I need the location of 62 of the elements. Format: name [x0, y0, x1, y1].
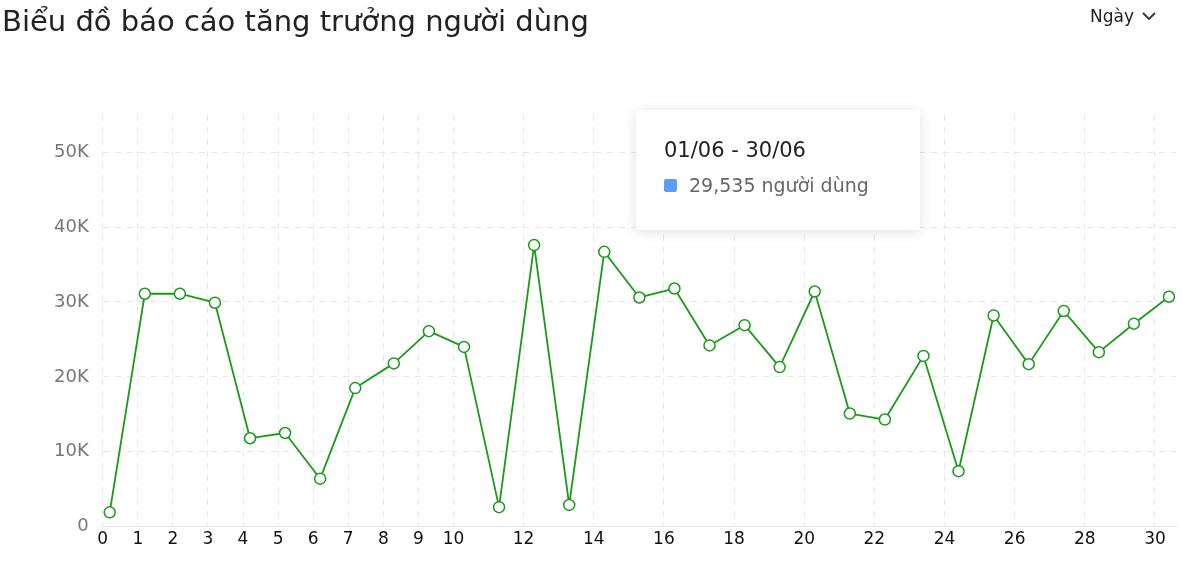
y-tick-label: 40K	[53, 214, 90, 236]
annotation: 29,535 người dùng	[689, 174, 869, 196]
x-tick-label: 16	[653, 528, 675, 549]
point	[562, 498, 576, 512]
tooltip-card: 01/06 - 30/06 29,535 người dùng	[636, 110, 920, 230]
x-tick-label: 28	[1073, 528, 1096, 549]
x-tick-label: 26	[1003, 528, 1026, 549]
x-tick-label: 14	[582, 528, 605, 549]
point	[808, 285, 821, 298]
point	[878, 413, 892, 426]
point	[208, 296, 222, 309]
point	[773, 360, 786, 374]
point	[843, 407, 857, 420]
point	[1092, 345, 1106, 359]
point	[952, 464, 965, 478]
point	[422, 324, 436, 338]
y-tick-label: 20K	[53, 364, 90, 386]
point	[173, 287, 187, 300]
x-tick-label: 12	[512, 528, 535, 549]
x-tick-label: 5	[272, 528, 284, 549]
point	[703, 339, 716, 352]
point	[349, 381, 362, 395]
x-tick-label: 30	[1144, 528, 1166, 549]
x-tick-label: 9	[412, 528, 424, 549]
y-tick-label: 10K	[53, 439, 90, 461]
point	[138, 287, 152, 300]
x-tick-label: 10	[442, 528, 465, 549]
point	[387, 357, 401, 370]
x-tick-label: 7	[342, 528, 354, 549]
x-tick-label: 8	[377, 528, 389, 549]
x-tick-label: 2	[167, 528, 179, 549]
y-tick-label: 30K	[53, 289, 90, 311]
point	[668, 282, 681, 295]
x-tick-label: 18	[723, 528, 745, 549]
point	[457, 340, 471, 354]
annotation: 01/06 - 30/06	[664, 138, 807, 162]
y-tick-label: 50K	[53, 139, 90, 161]
point	[527, 238, 541, 252]
point	[633, 291, 646, 304]
point	[103, 506, 116, 519]
x-tick-label: 20	[793, 528, 816, 549]
x-tick-label: 24	[933, 528, 956, 549]
point	[1162, 290, 1176, 303]
x-tick-label: 3	[202, 528, 214, 549]
x-tick-label: 0	[97, 528, 109, 549]
point	[738, 318, 751, 332]
x-tick-label: 4	[237, 528, 249, 549]
x-tick-label: 6	[307, 528, 319, 549]
point	[313, 472, 327, 485]
point	[987, 309, 1000, 322]
point	[492, 500, 506, 514]
point	[917, 349, 930, 363]
point	[1127, 317, 1141, 330]
point	[243, 432, 257, 445]
x-tick-label: 22	[863, 528, 886, 549]
point	[598, 245, 611, 259]
point	[278, 426, 292, 440]
chart-title: Biểu đồ báo cáo tăng trưởng người dùng	[2, 4, 589, 38]
x-tick-label: 1	[132, 528, 144, 549]
point	[1057, 304, 1071, 318]
text: Ngày	[1090, 6, 1134, 26]
point	[1022, 357, 1035, 371]
